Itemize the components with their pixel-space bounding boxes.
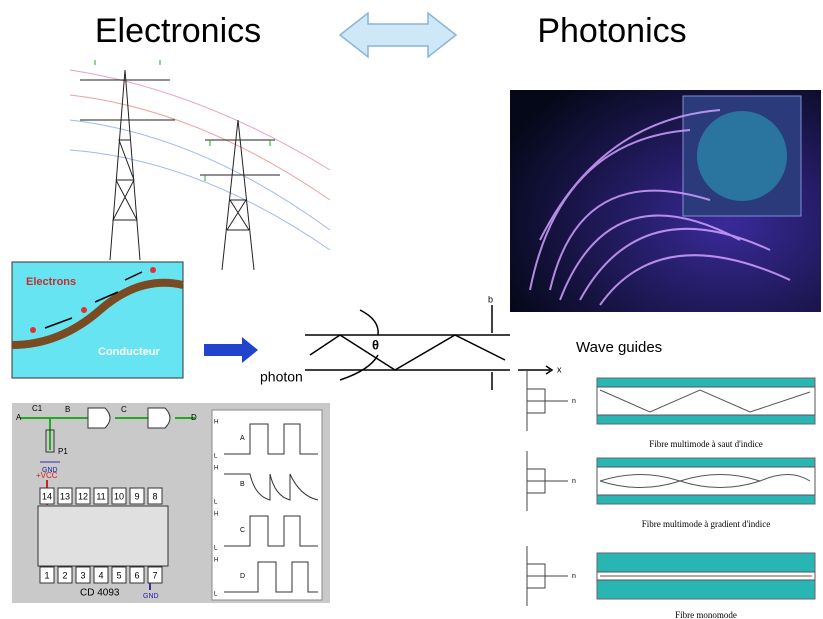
trace-label: A	[240, 435, 245, 442]
ray-path	[599, 474, 811, 488]
pin	[129, 487, 145, 505]
pin	[39, 487, 55, 505]
index-axis-label: n	[572, 398, 576, 405]
conductor-label: Conducteur	[98, 346, 160, 358]
trace-label: B	[240, 481, 245, 488]
fibre-core	[596, 466, 816, 496]
index-axis-label: n	[572, 573, 576, 580]
ground-label: GND	[143, 593, 159, 600]
pin-label: 2	[62, 570, 67, 580]
level-label: L	[214, 454, 218, 460]
photon-label: photon	[260, 369, 303, 385]
pin-label: 7	[152, 570, 157, 580]
conductor-panel: Electrons Conducteur	[11, 261, 184, 379]
pin-label: 14	[42, 491, 52, 501]
waveform	[224, 561, 318, 593]
pin	[57, 566, 73, 584]
level-label: L	[214, 500, 218, 506]
pin-label: 5	[116, 570, 121, 580]
pin	[111, 566, 127, 584]
index-profile	[526, 371, 568, 431]
power-towers	[69, 60, 331, 271]
chip-label: CD 4093	[80, 588, 120, 599]
trace-label: D	[240, 573, 245, 580]
pin-label: 4	[98, 570, 103, 580]
fibre-caption: Fibre monomode	[675, 610, 737, 619]
node-label: D	[191, 413, 197, 422]
pin-label: 1	[44, 570, 49, 580]
pin	[75, 487, 91, 505]
pin	[147, 487, 163, 505]
potentiometer-label: P1	[58, 447, 68, 456]
pin	[147, 566, 163, 584]
pin	[93, 487, 109, 505]
trace-label: C	[240, 527, 245, 534]
supply-label: +VCC	[36, 471, 58, 480]
index-profile	[526, 451, 568, 511]
pin-label: 8	[152, 491, 157, 501]
ray-diagram	[305, 305, 554, 390]
waveform	[224, 473, 319, 501]
node-label: C	[121, 405, 127, 414]
pin	[57, 487, 73, 505]
pin-label: 12	[78, 491, 88, 501]
pin	[93, 566, 109, 584]
node-label: B	[65, 405, 70, 414]
pin-label: 9	[134, 491, 139, 501]
capacitor-label: C1	[32, 404, 43, 413]
ground-label: GND	[42, 467, 58, 474]
waveform	[224, 515, 318, 547]
wave-guides-title: Wave guides	[576, 339, 662, 356]
fibre-caption: Fibre multimode à gradient d'indice	[642, 519, 771, 529]
fibre-caption: Fibre multimode à saut d'indice	[649, 439, 763, 449]
fiber-optics-image	[510, 90, 821, 312]
pin	[39, 566, 55, 584]
pin	[129, 566, 145, 584]
pin-label: 3	[80, 570, 85, 580]
pin-label: 13	[60, 491, 70, 501]
axis-label: x	[557, 364, 562, 374]
pin	[75, 566, 91, 584]
electrons-label: Electrons	[26, 276, 76, 288]
arrow	[204, 337, 258, 363]
level-label: H	[214, 420, 218, 426]
index-profile	[526, 546, 568, 606]
level-label: H	[214, 558, 218, 564]
index-axis-label: n	[572, 478, 576, 485]
left-title: Electronics	[95, 12, 261, 50]
node-label: A	[16, 413, 22, 422]
double-arrow	[338, 11, 458, 59]
level-label: L	[214, 592, 218, 598]
waveform	[224, 423, 318, 455]
ray-path	[599, 389, 811, 413]
right-title: Photonics	[537, 12, 686, 50]
level-label: H	[214, 512, 218, 518]
fibre-core	[596, 386, 816, 416]
pin-label: 6	[134, 570, 139, 580]
level-label: H	[214, 466, 218, 472]
level-label: L	[214, 546, 218, 552]
pin-label: 10	[114, 491, 124, 501]
thickness-label: b	[488, 294, 493, 304]
pin-label: 11	[96, 491, 105, 501]
pin	[111, 487, 127, 505]
angle-label: θ	[372, 337, 379, 352]
